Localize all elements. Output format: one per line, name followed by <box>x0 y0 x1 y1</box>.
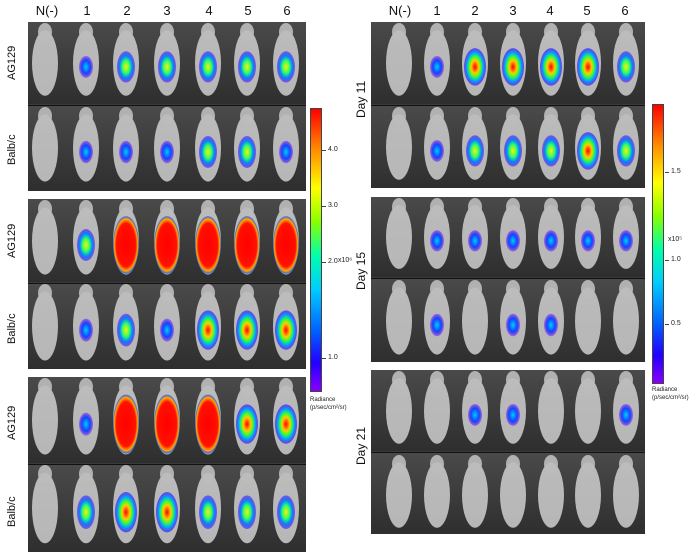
strain-label-balbc: Balb/c <box>6 134 18 165</box>
left-colorbar <box>310 108 322 392</box>
column-header: 5 <box>244 3 252 18</box>
balbc-row <box>371 452 645 534</box>
day1-panel <box>28 22 306 191</box>
scale-tick: 4.0 <box>322 146 338 153</box>
ag129-row <box>28 377 306 463</box>
day-label-5: Day 5 <box>6 446 20 478</box>
column-header: 3 <box>509 3 517 18</box>
balbc-row <box>371 105 645 188</box>
balbc-row <box>28 464 306 552</box>
strain-label-ag129: AG129 <box>6 45 18 80</box>
day11-panel <box>371 22 645 188</box>
column-header: 5 <box>583 3 591 18</box>
day15-panel <box>371 197 645 362</box>
ag129-row <box>28 22 306 104</box>
strain-label-ag129: AG129 <box>6 405 18 440</box>
scale-tick: 0.5 <box>665 320 681 327</box>
scale-exponent: x10⁵ <box>668 236 683 243</box>
strain-label-balbc: Balb/c <box>6 496 18 527</box>
scale-unit-label: Radiance (p/sec/cm²/sr) <box>310 397 347 411</box>
column-header: 6 <box>283 3 291 18</box>
scale-unit-label: Radiance (p/sec/cm²/sr) <box>652 387 689 401</box>
scale-tick: 1.5 <box>665 168 681 175</box>
ag129-row <box>28 199 306 282</box>
day-label-11: Day 11 <box>354 80 368 118</box>
balbc-row <box>28 283 306 369</box>
column-header: 4 <box>546 3 554 18</box>
column-header: 3 <box>163 3 171 18</box>
scale-tick: 1.0 <box>322 354 338 361</box>
balbc-row <box>28 105 306 191</box>
right-colorbar <box>652 104 664 384</box>
day5-panel <box>28 377 306 552</box>
column-header: 6 <box>621 3 629 18</box>
column-header: 4 <box>205 3 213 18</box>
day-label-21: Day 21 <box>354 426 368 465</box>
scale-tick: 1.0 <box>665 256 681 263</box>
column-header: N(-) <box>35 3 59 18</box>
strain-label-balbc: Balb/c <box>6 313 18 344</box>
column-header: N(-) <box>388 3 412 18</box>
day3-panel <box>28 199 306 369</box>
balbc-row <box>371 278 645 362</box>
ag129-row <box>371 22 645 104</box>
column-header: 2 <box>471 3 479 18</box>
day-label-15: Day 15 <box>354 251 368 290</box>
column-header: 1 <box>83 3 91 18</box>
column-header: 2 <box>123 3 131 18</box>
scale-tick: 2.0 <box>322 258 338 265</box>
day21-panel <box>371 370 645 534</box>
scale-tick: 3.0 <box>322 202 338 209</box>
ag129-row <box>371 197 645 277</box>
scale-exponent: x10⁶ <box>338 257 353 264</box>
day-label-3: Day 3 <box>6 264 20 296</box>
day-label-1: Day 1 <box>6 86 20 118</box>
strain-label-ag129: AG129 <box>6 223 18 258</box>
column-header: 1 <box>433 3 441 18</box>
ag129-row <box>371 370 645 451</box>
